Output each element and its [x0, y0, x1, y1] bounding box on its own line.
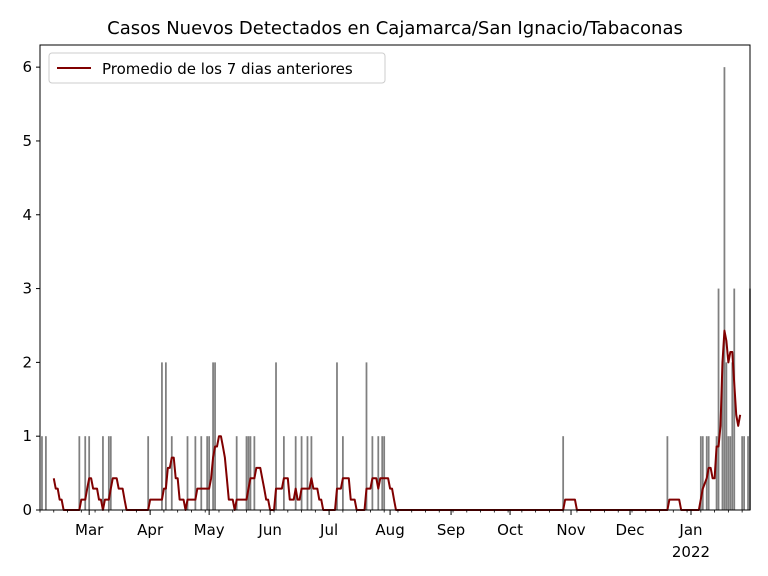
case-bar	[200, 436, 203, 510]
plot-frame	[39, 44, 751, 511]
y-tick-label: 1	[22, 427, 32, 445]
legend: Promedio de los 7 dias anteriores	[48, 52, 386, 84]
x-tick-label: Dec	[616, 521, 645, 539]
case-bar	[377, 436, 380, 510]
case-bar	[147, 436, 150, 510]
case-bar	[170, 436, 173, 510]
case-bar	[235, 436, 238, 510]
case-bar	[102, 436, 104, 510]
case-bar	[699, 436, 702, 510]
case-bar	[245, 436, 248, 510]
case-bar	[729, 436, 732, 510]
case-bar	[206, 436, 209, 510]
case-bar	[725, 362, 728, 510]
case-bar	[342, 436, 344, 510]
x-tick-label: Jan	[678, 521, 702, 539]
case-bar	[371, 436, 374, 510]
y-tick-label: 4	[22, 206, 32, 224]
legend-label: Promedio de los 7 dias anteriores	[102, 60, 353, 78]
case-bar	[721, 362, 724, 510]
case-bar	[214, 362, 216, 510]
case-bar	[727, 436, 730, 510]
case-bar	[41, 436, 43, 510]
y-tick-label: 3	[22, 280, 32, 298]
x-tick-label: Apr	[137, 521, 164, 539]
case-bar	[747, 436, 749, 510]
case-bar	[723, 67, 726, 510]
case-bar	[717, 288, 720, 510]
case-bar	[186, 436, 189, 510]
y-tick-label: 5	[22, 132, 32, 150]
case-bar	[306, 436, 309, 510]
case-bar	[161, 362, 163, 510]
case-bar	[208, 436, 211, 510]
case-bar	[562, 436, 565, 510]
case-bar	[249, 436, 252, 510]
case-bar	[310, 436, 313, 510]
x-tick-label: Jul	[319, 521, 338, 539]
x-tick-label: Mar	[75, 521, 104, 539]
case-bar	[666, 436, 669, 510]
case-bar	[294, 436, 297, 510]
case-bar	[336, 362, 338, 510]
case-bar	[381, 436, 384, 510]
case-bar	[741, 436, 744, 510]
case-bar	[88, 436, 91, 510]
case-bar	[84, 436, 87, 510]
y-tick-label: 6	[22, 58, 32, 76]
x-tick-sublabel: 2022	[672, 543, 710, 561]
case-bar	[282, 436, 285, 510]
bars	[41, 67, 751, 510]
case-bar	[212, 362, 214, 510]
case-bar	[164, 362, 167, 510]
x-tick-label: Nov	[556, 521, 585, 539]
case-bar	[194, 436, 197, 510]
case-bar	[78, 436, 81, 510]
case-bar	[365, 362, 368, 510]
x-tick-label: Jun	[257, 521, 281, 539]
case-bar	[715, 436, 718, 510]
case-bar	[109, 436, 112, 510]
case-bar	[45, 436, 47, 510]
y-tick-label: 2	[22, 353, 32, 371]
average-line-group	[52, 329, 742, 511]
case-bar	[275, 362, 277, 510]
axes: 0 1 2 3 4 5 6 Mar Apr May Jun Jul Aug Sep Oct Nov Dec Jan…	[22, 44, 751, 561]
case-bar	[731, 362, 734, 510]
chart-title: Casos Nuevos Detectados en Cajamarca/San…	[107, 18, 683, 39]
case-bar	[247, 436, 250, 510]
x-tick-label: Oct	[497, 521, 523, 539]
case-bar	[383, 436, 386, 510]
legend-box	[48, 52, 386, 84]
x-tick-label: Sep	[437, 521, 465, 539]
x-tick-label: Aug	[375, 521, 404, 539]
y-tick-label: 0	[22, 501, 32, 519]
case-bar	[107, 436, 110, 510]
case-bar	[701, 436, 704, 510]
case-bar	[743, 436, 745, 510]
average-line	[52, 329, 742, 511]
case-bar	[300, 436, 303, 510]
x-tick-label: May	[194, 521, 225, 539]
